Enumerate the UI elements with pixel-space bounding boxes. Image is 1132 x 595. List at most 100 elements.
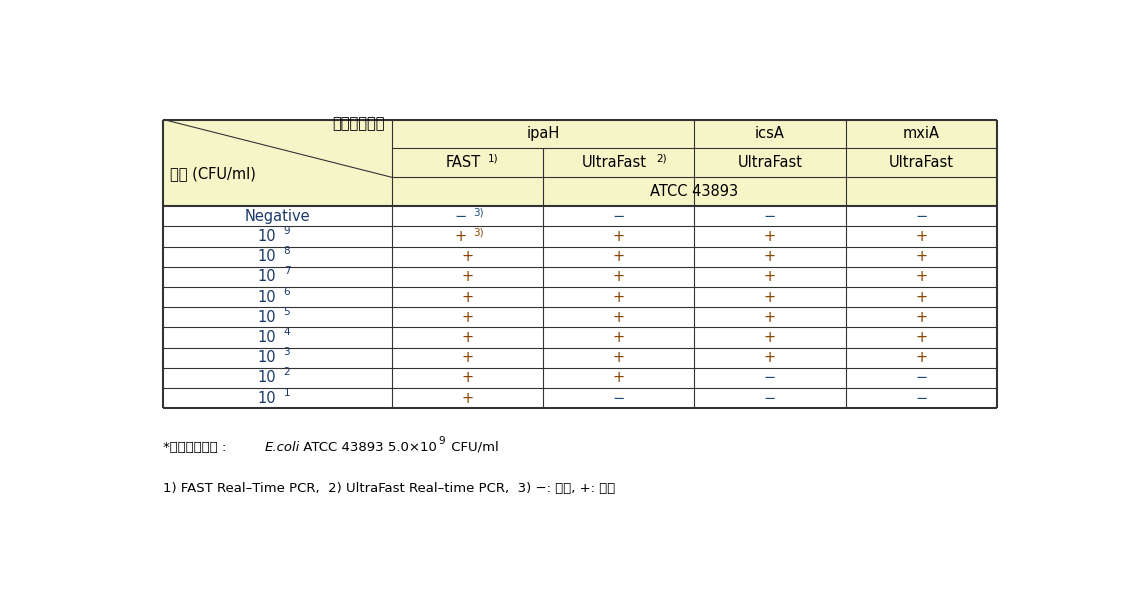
Text: +: + xyxy=(461,390,473,406)
Bar xyxy=(163,226,392,246)
Text: 10: 10 xyxy=(258,370,276,386)
Bar xyxy=(392,327,543,347)
Text: +: + xyxy=(612,270,625,284)
Text: −: − xyxy=(764,209,777,224)
Text: +: + xyxy=(764,290,775,305)
Bar xyxy=(694,327,846,347)
Text: 3): 3) xyxy=(473,228,484,238)
Text: 10: 10 xyxy=(258,229,276,244)
Text: +: + xyxy=(764,330,775,345)
Text: +: + xyxy=(461,290,473,305)
Bar xyxy=(543,287,694,307)
Text: E.coli: E.coli xyxy=(265,440,300,453)
Text: −: − xyxy=(915,209,927,224)
Text: 1: 1 xyxy=(284,387,290,397)
Text: +: + xyxy=(764,229,775,244)
Text: +: + xyxy=(612,229,625,244)
Text: +: + xyxy=(764,350,775,365)
Text: +: + xyxy=(461,350,473,365)
Text: mxiA: mxiA xyxy=(902,126,940,142)
Bar xyxy=(392,347,543,368)
Bar xyxy=(543,267,694,287)
Text: +: + xyxy=(461,310,473,325)
Bar xyxy=(543,246,694,267)
Bar xyxy=(846,368,997,388)
Text: CFU/ml: CFU/ml xyxy=(447,440,498,453)
Text: 5: 5 xyxy=(284,307,290,317)
Text: 4: 4 xyxy=(284,327,290,337)
Text: 9: 9 xyxy=(438,436,445,446)
Bar xyxy=(694,246,846,267)
Bar xyxy=(694,347,846,368)
Bar xyxy=(543,368,694,388)
Text: −: − xyxy=(915,390,927,406)
Bar xyxy=(163,148,392,177)
Text: 8: 8 xyxy=(284,246,290,256)
Text: 2): 2) xyxy=(657,154,667,163)
Bar xyxy=(392,287,543,307)
Bar xyxy=(846,287,997,307)
Bar xyxy=(543,327,694,347)
Text: +: + xyxy=(915,249,927,264)
Bar xyxy=(543,206,694,226)
Text: ATCC 43893 5.0×10: ATCC 43893 5.0×10 xyxy=(299,440,437,453)
Bar xyxy=(543,177,694,206)
Bar xyxy=(694,307,846,327)
Text: +: + xyxy=(612,350,625,365)
Text: +: + xyxy=(764,270,775,284)
Text: 1): 1) xyxy=(488,154,498,163)
Text: −: − xyxy=(915,370,927,386)
Text: +: + xyxy=(915,350,927,365)
Text: −: − xyxy=(764,370,777,386)
Text: 3): 3) xyxy=(473,208,484,218)
Text: 10: 10 xyxy=(258,390,276,406)
Bar xyxy=(694,177,846,206)
Text: 병원성유전자: 병원성유전자 xyxy=(332,116,385,131)
Bar xyxy=(694,206,846,226)
Bar xyxy=(392,206,543,226)
Text: 10: 10 xyxy=(258,330,276,345)
Bar xyxy=(846,148,997,177)
Bar xyxy=(846,177,997,206)
Text: +: + xyxy=(461,370,473,386)
Text: −: − xyxy=(612,209,625,224)
Text: 10: 10 xyxy=(258,310,276,325)
Bar xyxy=(543,307,694,327)
Text: +: + xyxy=(612,310,625,325)
Text: *초기표준균수 :: *초기표준균수 : xyxy=(163,440,231,453)
Text: +: + xyxy=(764,249,775,264)
Bar xyxy=(543,226,694,246)
Text: UltraFast: UltraFast xyxy=(737,155,803,170)
Bar xyxy=(163,327,392,347)
Bar xyxy=(163,177,392,206)
Text: +: + xyxy=(915,290,927,305)
Bar xyxy=(846,246,997,267)
Bar xyxy=(846,267,997,287)
Text: +: + xyxy=(915,270,927,284)
Text: 2: 2 xyxy=(284,367,290,377)
Text: −: − xyxy=(612,390,625,406)
Text: 3: 3 xyxy=(284,347,290,357)
Bar xyxy=(392,307,543,327)
Text: UltraFast: UltraFast xyxy=(582,155,646,170)
Text: 10: 10 xyxy=(258,270,276,284)
Bar xyxy=(694,226,846,246)
Bar xyxy=(846,206,997,226)
Text: +: + xyxy=(461,330,473,345)
Text: +: + xyxy=(612,249,625,264)
Text: 농도 (CFU/ml): 농도 (CFU/ml) xyxy=(171,166,256,181)
Text: +: + xyxy=(915,229,927,244)
Bar xyxy=(694,368,846,388)
Text: 6: 6 xyxy=(284,287,290,296)
Bar xyxy=(392,246,543,267)
Text: +: + xyxy=(461,270,473,284)
Text: 10: 10 xyxy=(258,350,276,365)
Bar xyxy=(163,206,392,226)
Bar xyxy=(392,368,543,388)
Text: 10: 10 xyxy=(258,249,276,264)
Text: 10: 10 xyxy=(258,290,276,305)
Text: +: + xyxy=(915,310,927,325)
Bar xyxy=(163,120,392,148)
Bar xyxy=(392,177,543,206)
Text: +: + xyxy=(915,330,927,345)
